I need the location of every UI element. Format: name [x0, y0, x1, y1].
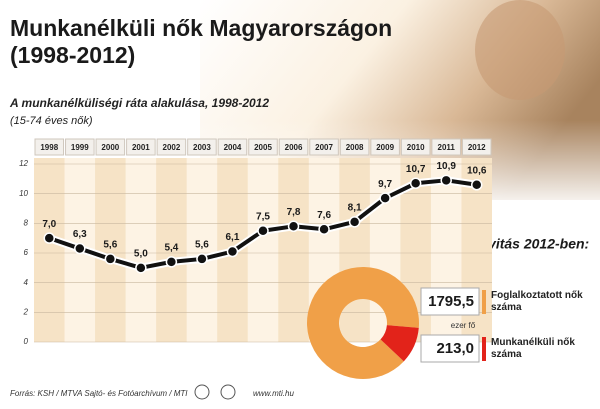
point: [135, 262, 147, 274]
value-label: 7,0: [42, 219, 56, 230]
year-box: [339, 138, 370, 156]
column-stripe: [156, 158, 187, 342]
x-tick-label: 2008: [346, 143, 364, 152]
year-box: [431, 138, 461, 156]
column-stripe: [95, 158, 126, 342]
year-box: [95, 138, 126, 156]
year-box: [461, 138, 492, 156]
point: [196, 253, 208, 265]
value-label: 10,9: [436, 161, 456, 172]
value-label: 6,1: [226, 232, 240, 243]
year-box: [248, 138, 278, 156]
value-label: 7,6: [317, 210, 331, 221]
x-tick-label: 2005: [254, 143, 272, 152]
point: [165, 256, 178, 268]
pie-slice: [307, 267, 419, 379]
x-tick-label: 2002: [163, 143, 181, 152]
x-tick-label: 2001: [132, 143, 150, 152]
point: [226, 245, 239, 258]
x-tick-label: 2007: [315, 143, 333, 152]
y-tick-label: 2: [23, 307, 29, 316]
x-tick-label: 2003: [193, 143, 211, 152]
year-box: [370, 138, 400, 156]
y-tick-label: 4: [24, 278, 29, 287]
website: www.mti.hu: [253, 389, 294, 398]
y-tick-label: 10: [19, 189, 28, 198]
value-box: [420, 334, 480, 363]
y-tick-label: 12: [19, 159, 28, 168]
point: [379, 192, 391, 204]
y-tick-label: 8: [24, 218, 29, 227]
year-box: [34, 138, 65, 156]
year-box: [278, 138, 309, 156]
point: [104, 253, 117, 265]
point: [287, 220, 300, 233]
year-box: [400, 138, 431, 156]
value-box: [420, 287, 480, 316]
point: [440, 174, 452, 187]
x-tick-label: 1999: [71, 143, 89, 152]
year-box: [65, 138, 95, 156]
column-stripe: [339, 158, 370, 342]
x-tick-label: 2004: [224, 143, 242, 152]
logo: [194, 384, 210, 400]
source: Forrás: KSH / MTVA Sajtó- és Fotóarchívu…: [10, 389, 188, 398]
year-box: [156, 138, 187, 156]
value-label: 7,8: [287, 207, 301, 218]
value-label: 213,0: [436, 340, 474, 357]
legend-swatch: [482, 290, 486, 314]
value-label: 5,4: [164, 243, 178, 254]
legend-swatch: [482, 337, 486, 361]
point: [470, 179, 483, 191]
year-box: [126, 138, 156, 156]
value-label: 6,3: [73, 229, 87, 240]
value-label: 7,5: [256, 211, 270, 222]
value-label: 9,7: [378, 179, 392, 190]
x-tick-label: 2011: [438, 143, 456, 152]
page-subtitle: (1998-2012): [10, 42, 135, 68]
value-label: 1795,5: [428, 293, 474, 310]
value-label: 5,0: [134, 248, 148, 259]
logo: [220, 384, 236, 400]
x-tick-label: 2000: [101, 143, 119, 152]
chart-subtitle: (15-74 éves nők): [10, 115, 93, 127]
point: [348, 216, 361, 228]
photo-figure: [475, 0, 565, 100]
point: [318, 223, 330, 236]
point: [257, 225, 269, 237]
legend-label: Munkanélküli nők száma: [491, 337, 575, 360]
year-box: [309, 138, 339, 156]
point: [409, 177, 422, 190]
unit-label: ezer fő: [451, 321, 476, 330]
x-tick-label: 1998: [40, 143, 58, 152]
pie-slice: [380, 325, 419, 362]
x-tick-label: 2006: [285, 143, 303, 152]
year-box: [217, 138, 248, 156]
y-tick-label: 6: [24, 248, 29, 257]
value-label: 5,6: [195, 240, 209, 251]
legend-label: Foglalkoztatott nők száma: [491, 290, 583, 313]
x-tick-label: 2010: [407, 143, 425, 152]
point: [74, 242, 86, 255]
value-label: 8,1: [348, 202, 362, 213]
point: [43, 232, 56, 244]
x-tick-label: 2012: [468, 143, 486, 152]
chart-title: A munkanélküliségi ráta alakulása, 1998-…: [9, 96, 269, 110]
column-stripe: [278, 158, 309, 342]
value-label: 10,6: [467, 165, 487, 176]
year-box: [187, 138, 217, 156]
page-title: Munkanélküli nők Magyarországon: [10, 15, 392, 41]
value-label: 5,6: [103, 240, 117, 251]
y-tick-label: 0: [24, 337, 29, 346]
value-label: 10,7: [406, 164, 426, 175]
column-stripe: [34, 158, 65, 342]
x-tick-label: 2009: [376, 143, 394, 152]
